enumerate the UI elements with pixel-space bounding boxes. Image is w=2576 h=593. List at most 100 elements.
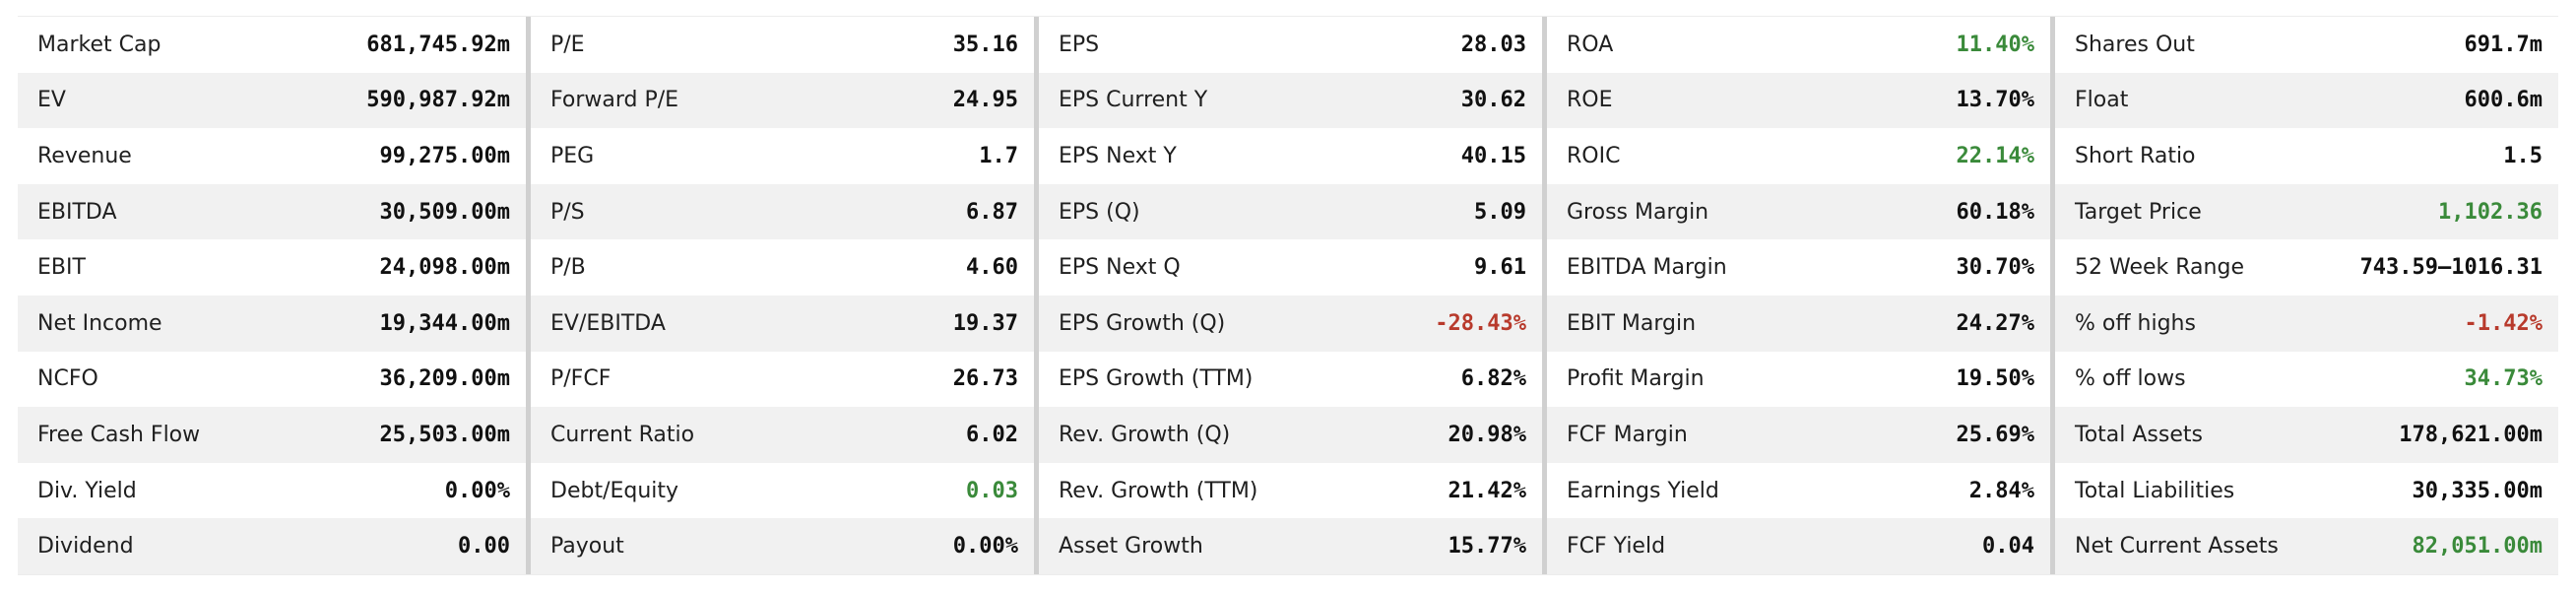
stat-row: P/FCF 26.73 [531, 352, 1034, 408]
stat-value: 19.50% [1956, 366, 2034, 392]
stat-row: EBITDA Margin 30.70% [1547, 239, 2050, 296]
stat-value: 9.61 [1474, 255, 1526, 281]
stat-value: 19.37 [952, 310, 1018, 336]
stat-value: -28.43% [1435, 310, 1526, 336]
stat-label: P/B [550, 255, 586, 281]
stat-label: EPS Next Q [1059, 255, 1181, 281]
stat-row: Net Income 19,344.00m [18, 295, 526, 352]
stat-row: ROA 11.40% [1547, 17, 2050, 73]
stat-row: P/S 6.87 [531, 183, 1034, 240]
stat-label: P/E [550, 32, 585, 57]
stat-value: 24.95 [952, 88, 1018, 113]
stat-label: P/FCF [550, 366, 612, 392]
stat-row: EPS Growth (TTM) 6.82% [1039, 352, 1542, 408]
stat-row: EBITDA 30,509.00m [18, 183, 526, 240]
stat-label: ROIC [1567, 143, 1621, 168]
stat-row: Debt/Equity 0.03 [531, 463, 1034, 519]
stat-value: 2.84% [1968, 478, 2034, 503]
stat-value: 21.42% [1448, 478, 1526, 503]
stat-row: Net Current Assets 82,051.00m [2055, 518, 2558, 574]
stat-value: 25,503.00m [379, 422, 510, 447]
stat-value: 178,621.00m [2399, 422, 2543, 447]
stats-column: Market Cap 681,745.92m EV 590,987.92m Revenu… [18, 17, 526, 574]
stat-value: 1.7 [979, 143, 1018, 168]
stat-label: EV/EBITDA [550, 310, 666, 336]
stat-row: FCF Margin 25.69% [1547, 407, 2050, 463]
stat-label: Div. Yield [37, 478, 137, 503]
stat-row: Total Assets 178,621.00m [2055, 407, 2558, 463]
stat-row: Payout 0.00% [531, 518, 1034, 574]
stat-value: 20.98% [1448, 422, 1526, 447]
stat-value: 25.69% [1956, 422, 2034, 447]
stat-row: Shares Out 691.7m [2055, 17, 2558, 73]
stat-label: EBIT [37, 255, 86, 281]
stat-value: 11.40% [1956, 32, 2034, 57]
stat-value: 681,745.92m [366, 32, 510, 57]
stat-label: NCFO [37, 366, 98, 392]
stat-row: EPS 28.03 [1039, 17, 1542, 73]
stat-value: 590,987.92m [366, 88, 510, 113]
stat-label: EBITDA [37, 199, 117, 225]
stat-row: EV 590,987.92m [18, 72, 526, 129]
stat-row: Float 600.6m [2055, 72, 2558, 129]
stat-row: P/B 4.60 [531, 239, 1034, 296]
stats-column: Shares Out 691.7m Float 600.6m Short Ratio 1.… [2050, 17, 2558, 574]
stat-label: Debt/Equity [550, 478, 679, 503]
stat-label: Market Cap [37, 32, 161, 57]
stat-value: 4.60 [966, 255, 1018, 281]
stat-label: Asset Growth [1059, 534, 1203, 560]
stat-row: Profit Margin 19.50% [1547, 352, 2050, 408]
stat-row: Revenue 99,275.00m [18, 128, 526, 184]
stat-label: EPS Growth (TTM) [1059, 366, 1254, 392]
stat-label: Free Cash Flow [37, 422, 201, 447]
stat-row: PEG 1.7 [531, 128, 1034, 184]
stat-value: 30.62 [1460, 88, 1526, 113]
stats-column: P/E 35.16 Forward P/E 24.95 PEG 1.7 P/S 6.87 P/B… [526, 17, 1034, 574]
stat-row: FCF Yield 0.04 [1547, 518, 2050, 574]
stat-label: % off highs [2075, 310, 2196, 336]
stat-value: 13.70% [1956, 88, 2034, 113]
stat-row: NCFO 36,209.00m [18, 352, 526, 408]
stat-label: % off lows [2075, 366, 2186, 392]
stat-value: 30.70% [1956, 255, 2034, 281]
stat-row: % off lows 34.73% [2055, 352, 2558, 408]
stat-row: Rev. Growth (TTM) 21.42% [1039, 463, 1542, 519]
stat-row: ROIC 22.14% [1547, 128, 2050, 184]
stat-value: 35.16 [952, 32, 1018, 57]
stat-row: Target Price 1,102.36 [2055, 183, 2558, 240]
stat-value: 99,275.00m [379, 143, 510, 168]
stat-label: Gross Margin [1567, 199, 1709, 225]
stat-row: EV/EBITDA 19.37 [531, 295, 1034, 352]
stat-value: 40.15 [1460, 143, 1526, 168]
stat-row: Total Liabilities 30,335.00m [2055, 463, 2558, 519]
stat-value: 19,344.00m [379, 310, 510, 336]
stat-value: 6.82% [1460, 366, 1526, 392]
stat-label: Float [2075, 88, 2129, 113]
stat-row: EPS Next Y 40.15 [1039, 128, 1542, 184]
stat-value: 36,209.00m [379, 366, 510, 392]
stat-label: Profit Margin [1567, 366, 1705, 392]
stat-label: EPS [1059, 32, 1100, 57]
stat-value: 0.04 [1982, 534, 2034, 560]
stat-value: 26.73 [952, 366, 1018, 392]
stat-label: Total Assets [2075, 422, 2203, 447]
stat-value: 30,509.00m [379, 199, 510, 225]
stat-row: EPS Growth (Q) -28.43% [1039, 295, 1542, 352]
stat-label: Net Current Assets [2075, 534, 2279, 560]
stat-value: -1.42% [2464, 310, 2543, 336]
stat-value: 6.02 [966, 422, 1018, 447]
stat-value: 0.00 [458, 534, 510, 560]
stat-value: 15.77% [1448, 534, 1526, 560]
stat-label: 52 Week Range [2075, 255, 2244, 281]
stat-value: 5.09 [1474, 199, 1526, 225]
stat-label: Rev. Growth (TTM) [1059, 478, 1258, 503]
stat-label: EPS Next Y [1059, 143, 1177, 168]
stat-value: 0.00% [444, 478, 510, 503]
stat-label: Payout [550, 534, 624, 560]
stat-row: EPS (Q) 5.09 [1039, 183, 1542, 240]
stat-value: 82,051.00m [2412, 534, 2543, 560]
stat-label: Earnings Yield [1567, 478, 1719, 503]
stat-value: 1,102.36 [2438, 199, 2543, 225]
stat-value: 1.5 [2503, 143, 2543, 168]
stat-value: 30,335.00m [2412, 478, 2543, 503]
